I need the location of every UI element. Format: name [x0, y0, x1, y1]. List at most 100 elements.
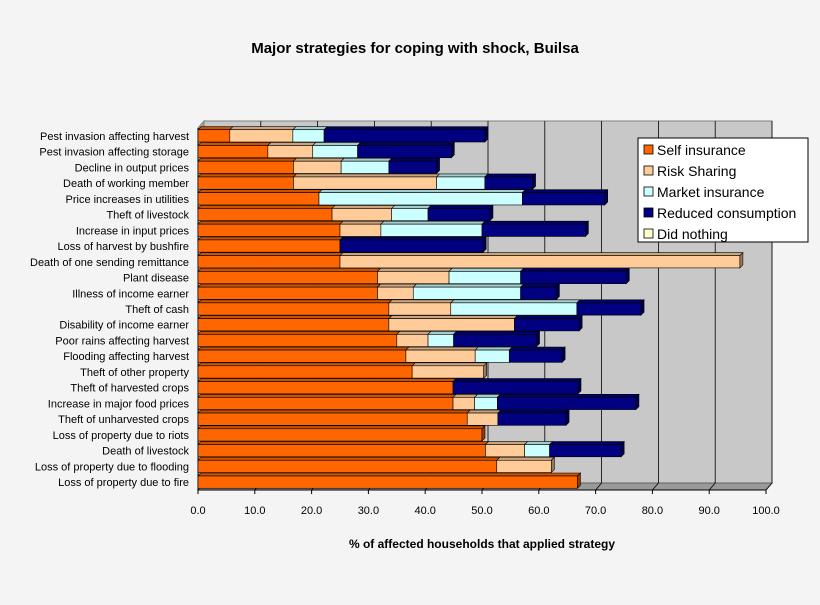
bar-segment-top	[197, 142, 272, 146]
legend-swatch	[643, 207, 654, 218]
y-category-label: Increase in major food prices	[48, 398, 190, 410]
bar-segment	[520, 271, 627, 284]
bar-segment-top	[197, 378, 457, 382]
bar-segment-top	[473, 393, 502, 398]
bar-segment	[197, 365, 413, 379]
bar-segment-top	[448, 268, 525, 272]
y-category-label: Theft of cash	[125, 304, 189, 316]
y-category-label: Illness of income earner	[72, 288, 189, 300]
bar-segment-top	[197, 236, 344, 241]
legend: Self insurance Risk Sharing Market insuran…	[637, 137, 809, 243]
bar-segment	[436, 176, 486, 190]
bar-segment-top	[390, 205, 432, 209]
bar-segment-top	[412, 283, 525, 288]
bar-segment	[388, 160, 437, 174]
bar-segment-top	[292, 126, 328, 131]
bar-segment	[197, 349, 407, 363]
bar-segment-top	[339, 236, 487, 241]
bar-segment-top	[197, 472, 582, 477]
x-tick-label: 80.0	[642, 505, 663, 517]
bar-segment	[267, 145, 314, 159]
bar-segment	[197, 396, 454, 410]
x-tick-label: 20.0	[301, 505, 322, 517]
bar-segment-top	[376, 268, 453, 272]
x-axis-title: % of affected households that applied st…	[349, 537, 615, 551]
bar-segment	[497, 412, 567, 426]
y-category-label: Theft of harvested crops	[70, 383, 189, 395]
bar-segment	[293, 160, 342, 174]
bar-end-cap	[577, 472, 581, 489]
bar-segment	[524, 444, 550, 458]
bar-segment	[448, 271, 521, 284]
bar-segment	[388, 302, 452, 316]
bar-segment	[405, 349, 476, 363]
bar-segment	[339, 255, 741, 269]
bar-segment-top	[292, 173, 441, 178]
y-category-label: Theft of other property	[80, 367, 189, 379]
x-tick-label: 90.0	[698, 505, 719, 517]
chart-title: Major strategies for coping with shock, …	[251, 40, 579, 57]
bar-segment	[323, 129, 486, 143]
bar-segment-top	[388, 299, 455, 304]
bar-segment	[197, 428, 483, 442]
bar-segment-top	[197, 126, 234, 131]
legend-label: Reduced consumption	[657, 205, 796, 221]
bar-segment-top	[519, 283, 561, 288]
bar-end-cap	[635, 393, 640, 411]
bar-segment-top	[388, 157, 441, 162]
bar-end-cap	[585, 220, 589, 238]
bar-segment	[522, 192, 605, 206]
bar-segment	[197, 223, 341, 237]
bar-end-cap	[482, 236, 487, 253]
bar-end-cap	[604, 188, 608, 206]
gridline-floor	[595, 482, 602, 491]
bar-segment-top	[474, 346, 513, 351]
bar-segment	[197, 318, 390, 332]
y-category-label: Pest invasion affecting harvest	[40, 131, 189, 143]
bar-segment-top	[380, 220, 486, 225]
bar-segment-top	[197, 456, 501, 461]
bar-end-cap	[436, 157, 440, 175]
bar-segment	[229, 129, 294, 143]
bar-end-cap	[484, 126, 489, 143]
y-category-label: Theft of unharvested crops	[58, 414, 189, 426]
bar-segment	[508, 349, 563, 363]
bar-segment	[411, 365, 485, 379]
bar-end-cap	[451, 141, 455, 159]
bar-segment	[318, 192, 523, 206]
bar-segment	[293, 176, 437, 190]
bar-end-cap	[561, 346, 566, 364]
legend-swatch	[643, 165, 654, 176]
y-category-label: Loss of property due to fire	[58, 477, 189, 489]
bar-segment-top	[197, 173, 298, 178]
y-category-label: Disability of income earner	[59, 320, 189, 332]
bar-end-cap	[565, 409, 570, 427]
bar-segment-top	[523, 441, 554, 445]
bar-segment-top	[197, 393, 457, 398]
bar-segment-top	[576, 299, 645, 304]
bar-segment	[197, 160, 294, 174]
bar-segment-top	[229, 126, 297, 131]
bar-segment-top	[497, 409, 570, 414]
bar-segment-top	[405, 346, 479, 351]
bar-segment-top	[481, 220, 590, 225]
bar-segment	[485, 444, 525, 458]
bar-segment-top	[339, 252, 744, 256]
bar-segment-top	[376, 283, 417, 288]
x-tick-label: 10.0	[244, 505, 265, 517]
bar-segment-top	[331, 205, 396, 209]
bar-segment	[197, 239, 341, 253]
gridline-floor	[708, 482, 716, 491]
bar-segment	[312, 145, 358, 159]
y-category-label: Price increases in utilities	[66, 194, 190, 206]
legend-label: Market insurance	[657, 184, 765, 200]
bar-segment-top	[197, 252, 344, 256]
bar-segment	[391, 208, 429, 222]
bar-segment	[339, 239, 484, 253]
bar-segment	[496, 459, 552, 473]
bar-segment	[481, 223, 586, 237]
legend-box	[637, 137, 809, 243]
bar-segment-top	[312, 142, 362, 146]
bar-end-cap	[620, 440, 625, 458]
